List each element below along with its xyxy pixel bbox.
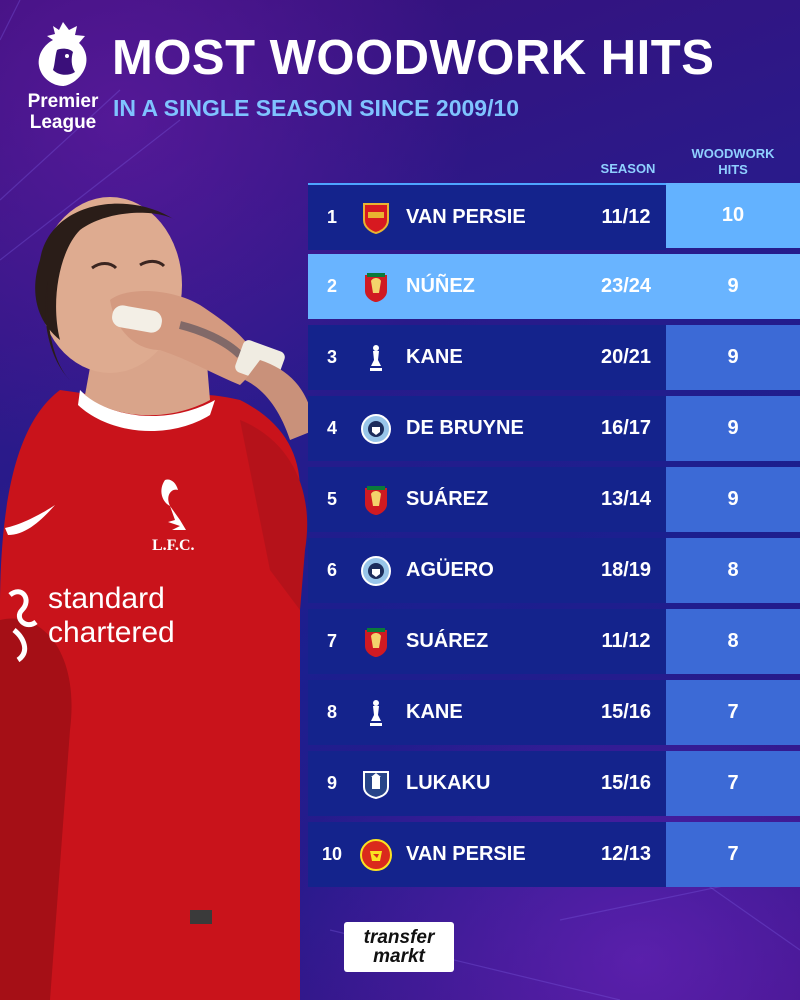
player-name: DE BRUYNE	[406, 417, 524, 439]
shirt-tag	[190, 910, 212, 924]
man-city-crest-icon	[356, 551, 396, 591]
season-value: 11/12	[601, 630, 651, 652]
table-row: 8 KANE 15/16 7	[308, 680, 800, 751]
page-title: MOST WOODWORK HITS	[112, 31, 715, 85]
player-name: SUÁREZ	[406, 488, 489, 510]
table-row: 5 SUÁREZ 13/14 9	[308, 467, 800, 538]
man-city-crest-icon	[356, 409, 396, 449]
season-value: 11/12	[601, 206, 651, 228]
tottenham-crest-icon	[356, 338, 396, 378]
table-row: 3 KANE 20/21 9	[308, 325, 800, 396]
table-row: 2 NÚÑEZ 23/24 9	[308, 254, 800, 325]
column-header-hits-line1: WOODWORK	[691, 146, 775, 161]
column-header-woodwork-hits: WOODWORK HITS	[666, 146, 800, 178]
page-subtitle: IN A SINGLE SEASON SINCE 2009/10	[113, 95, 520, 121]
rank-number: 8	[326, 702, 337, 722]
hits-value: 8	[666, 538, 800, 603]
column-header-season: SEASON	[600, 161, 656, 176]
season-value: 15/16	[600, 701, 652, 723]
hits-value: 10	[666, 183, 800, 248]
lfc-crest-icon	[161, 479, 186, 530]
rank-number: 3	[326, 347, 337, 367]
sponsor-text-1: standard	[48, 582, 165, 615]
man-united-crest-icon	[356, 835, 396, 875]
season-value: 13/14	[600, 488, 652, 510]
lion-icon	[38, 22, 87, 86]
brand-line-2: markt	[373, 946, 425, 967]
everton-crest-icon	[356, 764, 396, 804]
liverpool-crest-icon	[356, 267, 396, 307]
table-row: 6 AGÜERO 18/19 8	[308, 538, 800, 609]
lfc-crest-text: L.F.C.	[152, 537, 195, 554]
player-name: KANE	[406, 701, 463, 723]
hits-value: 9	[666, 254, 800, 319]
player-photo: L.F.C. standard chartered	[0, 197, 315, 1000]
player-name: LUKAKU	[406, 772, 491, 794]
player-name: NÚÑEZ	[406, 275, 475, 297]
logo-word-premier: Premier	[27, 91, 99, 112]
hits-value: 8	[666, 609, 800, 674]
nike-swoosh-icon	[5, 505, 55, 535]
premier-league-logo: Premier League	[18, 20, 108, 132]
season-value: 20/21	[600, 346, 652, 368]
table-row: 4 DE BRUYNE 16/17 9	[308, 396, 800, 467]
player-name: AGÜERO	[406, 559, 494, 581]
brand-line-1: transfer	[363, 927, 435, 948]
hits-value: 9	[666, 467, 800, 532]
rank-number: 5	[326, 489, 337, 509]
hits-value: 7	[666, 751, 800, 816]
season-value: 16/17	[600, 417, 652, 439]
liverpool-crest-icon	[356, 622, 396, 662]
rank-number: 9	[326, 773, 337, 793]
hits-value: 7	[666, 680, 800, 745]
rank-number: 2	[326, 276, 337, 296]
rank-number: 4	[326, 418, 337, 438]
hits-value: 9	[666, 396, 800, 461]
hits-value: 7	[666, 822, 800, 887]
rank-number: 10	[321, 844, 343, 864]
table-row: 9 LUKAKU 15/16 7	[308, 751, 800, 822]
table-row: 10 VAN PERSIE 12/13 7	[308, 822, 800, 893]
liverpool-crest-icon	[356, 480, 396, 520]
rank-number: 7	[326, 631, 337, 651]
season-value: 12/13	[600, 843, 652, 865]
arsenal-crest-icon	[356, 198, 396, 238]
player-name: SUÁREZ	[406, 630, 489, 652]
hits-value: 9	[666, 325, 800, 390]
transfermarkt-logo: transfer markt	[344, 922, 454, 972]
sponsor-text-2: chartered	[48, 616, 175, 649]
player-name: KANE	[406, 346, 463, 368]
player-name: VAN PERSIE	[406, 843, 526, 865]
season-value: 23/24	[600, 275, 652, 297]
column-header-hits-line2: HITS	[718, 162, 748, 177]
standard-chartered-logo	[8, 589, 38, 663]
tottenham-crest-icon	[356, 693, 396, 733]
woodwork-table: 1 VAN PERSIE 11/12 10 2 NÚÑEZ 23/24 9 3 …	[308, 183, 800, 893]
rank-number: 1	[326, 207, 337, 227]
season-value: 18/19	[600, 559, 652, 581]
player-name: VAN PERSIE	[406, 206, 526, 228]
table-row: 7 SUÁREZ 11/12 8	[308, 609, 800, 680]
logo-word-league: League	[29, 112, 97, 133]
rank-number: 6	[326, 560, 337, 580]
season-value: 15/16	[600, 772, 652, 794]
table-row: 1 VAN PERSIE 11/12 10	[308, 183, 800, 254]
